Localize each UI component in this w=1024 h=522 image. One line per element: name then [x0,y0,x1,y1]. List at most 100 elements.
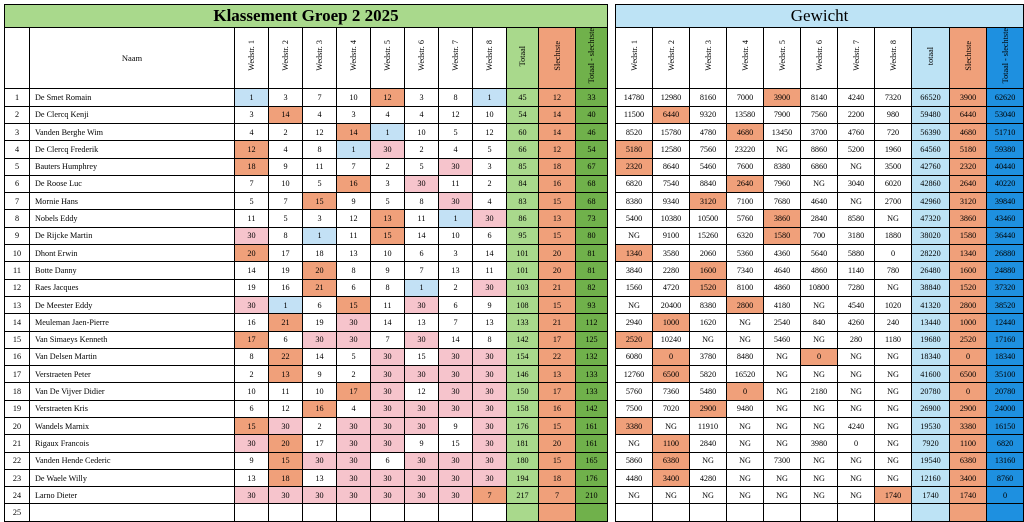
weight-cell: 2540 [763,313,801,332]
score-cell [302,503,337,522]
table-row[interactable]: 15 Van Simaeys Kenneth 17 6 30 30 7 30 14 8 142 17 1… [4,330,608,349]
name-cell: De Clercq Frederik [29,140,235,159]
table-row[interactable]: 10 Dhont Erwin 20 17 18 13 10 6 3 14 101 20 81 [4,244,608,263]
table-row[interactable]: 4480 3400 4280 NG NG NG NG NG 12160 3400 8760 [615,468,1024,488]
rank-cell: 13 [4,295,30,315]
table-row[interactable]: 4 De Clercq Frederik 12 4 8 1 30 2 4 5 66 12 54 [4,140,608,159]
column-header-label: Slechtste [552,40,562,71]
table-row[interactable]: NG 20400 8380 2800 4180 NG 4540 1020 41320 2800 38… [615,295,1024,315]
net-total-cell: 210 [575,486,608,505]
score-cell [234,503,269,522]
weight-net-cell: 62620 [985,88,1024,107]
score-cell: 1 [302,226,337,246]
score-cell: 30 [302,486,337,505]
table-row[interactable]: 6820 7540 8840 2640 7960 NG 3040 6020 42860 2640 4… [615,174,1024,194]
table-row[interactable]: 13 De Meester Eddy 30 1 6 15 11 30 6 9 108 15 93 [4,295,608,315]
table-row[interactable]: 18 Van De Vijver Didier 10 11 10 17 30 12 30 30 15… [4,382,608,401]
table-row[interactable]: 3840 2280 1600 7340 4640 4860 1140 780 26480 1600… [615,261,1024,280]
weight-cell: 4680 [726,122,764,142]
weight-total-cell: 1740 [911,486,950,505]
table-row[interactable]: 6080 0 3780 8480 NG 0 NG NG 18340 0 18340 [615,347,1024,367]
total-cell: 133 [506,313,539,332]
score-cell: 16 [268,278,303,297]
table-row[interactable] [615,503,1024,522]
weight-cell: 5760 [726,209,764,228]
column-header-label: Wedstr. 6 [814,40,824,72]
table-row[interactable]: 5180 12580 7560 23220 NG 8860 5200 1960 64560 518… [615,140,1024,159]
table-row[interactable]: 8 Nobels Eddy 11 5 3 12 13 11 1 30 86 13 73 [4,209,608,228]
score-cell: 30 [404,468,439,488]
column-header: Wedstr. 2 [268,26,303,90]
weight-net-cell: 37320 [985,278,1024,297]
weight-total-cell: 42860 [911,174,950,194]
table-row[interactable]: 3380 NG 11910 NG NG NG 4240 NG 19530 3380 16150 [615,416,1024,436]
table-row[interactable]: 2 De Clercq Kenji 3 14 4 3 4 4 12 10 54 14 40 [4,105,608,124]
table-row[interactable]: 17 Verstraeten Peter 2 13 9 2 30 30 30 30 146 13 133 [4,365,608,384]
table-row[interactable]: 2940 1000 1620 NG 2540 840 4260 240 13440 1000 124… [615,313,1024,332]
table-row[interactable]: 7 Mornie Hans 5 7 15 9 5 8 30 4 83 15 68 [4,192,608,211]
score-cell: 15 [438,434,473,453]
worst-cell [538,503,576,522]
table-row[interactable]: 8380 9340 3120 7100 7680 4640 NG 2700 42960 3120 3… [615,192,1024,211]
table-row[interactable]: 20 Wandels Marnix 15 30 2 30 30 30 9 30 176 15 161 [4,416,608,436]
table-row[interactable]: 5400 10380 10500 5760 3860 2840 8580 NG 47320 386… [615,209,1024,228]
weight-worst-cell: 6440 [949,105,987,124]
table-row[interactable]: NG 1100 2840 NG NG 3980 0 NG 7920 1100 6820 [615,434,1024,453]
table-row[interactable]: 11 Botte Danny 14 19 20 8 9 7 13 11 101 20 81 [4,261,608,280]
weight-cell: 6380 [652,451,690,470]
table-row[interactable]: 12 Raes Jacques 19 16 21 6 8 1 2 30 103 21 82 [4,278,608,297]
table-row[interactable]: 23 De Waele Willy 13 18 13 30 30 30 30 30 194 18 176 [4,468,608,488]
score-cell: 7 [438,313,473,332]
table-row[interactable]: 6 De Roose Luc 7 10 5 16 3 30 11 2 84 16 68 [4,174,608,194]
score-cell: 30 [336,468,371,488]
weight-net-cell: 36440 [985,226,1024,246]
name-cell: Van Delsen Martin [29,347,235,367]
table-row[interactable]: 12760 6500 5820 16520 NG NG NG NG 41600 6500 35100 [615,365,1024,384]
table-row[interactable]: 8520 15780 4780 4680 13450 3700 4760 720 56390 46… [615,122,1024,142]
table-row[interactable]: 11500 6440 9320 13580 7900 7560 2200 980 59480 64… [615,105,1024,124]
table-row[interactable]: 3 Vanden Berghe Wim 4 2 12 14 1 10 5 12 60 14 46 [4,122,608,142]
score-cell: 4 [404,105,439,124]
table-row[interactable]: 14 Meuleman Jaen-Pierre 16 21 19 30 14 13 7 13 133… [4,313,608,332]
table-row[interactable]: 24 Larno Dieter 30 30 30 30 30 30 30 7 217 7 210 [4,486,608,505]
weight-total-cell: 38840 [911,278,950,297]
net-total-cell: 81 [575,244,608,263]
table-row[interactable]: 5860 6380 NG NG 7300 NG NG NG 19540 6380 13160 [615,451,1024,470]
score-cell: 30 [336,486,371,505]
table-row[interactable]: NG NG NG NG NG NG NG 1740 1740 1740 0 [615,486,1024,505]
weight-cell: NG [689,451,727,470]
table-row[interactable]: 19 Verstraeten Kris 6 12 16 4 30 30 30 30 158 16 142 [4,399,608,419]
column-header: Wedstr. 1 [234,26,269,90]
weight-cell: 2520 [615,330,653,349]
score-cell: 30 [302,451,337,470]
weight-cell: 2200 [837,105,875,124]
table-row[interactable]: 9 De Rijcke Martin 30 8 1 11 15 14 10 6 95 15 80 [4,226,608,246]
table-row[interactable]: 22 Vanden Hende Cederic 9 15 30 30 6 30 30 30 180 1… [4,451,608,470]
score-cell: 30 [370,434,405,453]
table-row[interactable]: 2320 8640 5460 7600 8380 6860 NG 3500 42760 2320 4… [615,157,1024,176]
column-header: Totaal - slechtste [985,26,1024,90]
table-row[interactable]: 14780 12980 8160 7000 3900 8140 4240 7320 66520 3… [615,88,1024,107]
weight-header-row: Wedstr. 1 Wedstr. 2 Wedstr. 3 Wedstr. 4 Weds… [615,26,1024,90]
table-row[interactable]: 25 [4,503,608,522]
weight-worst-cell: 3380 [949,416,987,436]
weight-cell: 780 [874,261,912,280]
weight-worst-cell: 2320 [949,157,987,176]
table-row[interactable]: 1560 4720 1520 8100 4860 10800 7280 NG 38840 1520… [615,278,1024,297]
table-row[interactable]: 5 Bauters Humphrey 18 9 11 7 2 5 30 3 85 18 67 [4,157,608,176]
table-row[interactable]: 16 Van Delsen Martin 8 22 14 5 30 15 30 30 154 22 13… [4,347,608,367]
weight-total-cell: 38020 [911,226,950,246]
table-row[interactable]: 1 De Smet Romain 1 3 7 10 12 3 8 1 45 12 33 [4,88,608,107]
column-header: Wedstr. 7 [438,26,473,90]
rank-cell: 8 [4,209,30,228]
table-row[interactable]: 1340 3580 2060 5360 4360 5640 5880 0 28220 1340 26… [615,244,1024,263]
score-cell: 5 [438,122,473,142]
table-row[interactable]: NG 9100 15260 6320 1580 700 3180 1880 38020 1580 3… [615,226,1024,246]
table-row[interactable]: 7500 7020 2900 9480 NG NG NG NG 26900 2900 24000 [615,399,1024,419]
table-row[interactable]: 2520 10240 NG NG 5460 NG 280 1180 19680 2520 17160 [615,330,1024,349]
name-cell: De Rijcke Martin [29,226,235,246]
weight-cell: 5880 [837,244,875,263]
table-row[interactable]: 21 Rigaux Francois 30 20 17 30 30 9 15 30 181 20 161 [4,434,608,453]
table-row[interactable]: 5760 7360 5480 0 NG 2180 NG NG 20780 0 20780 [615,382,1024,401]
weight-cell: NG [837,157,875,176]
